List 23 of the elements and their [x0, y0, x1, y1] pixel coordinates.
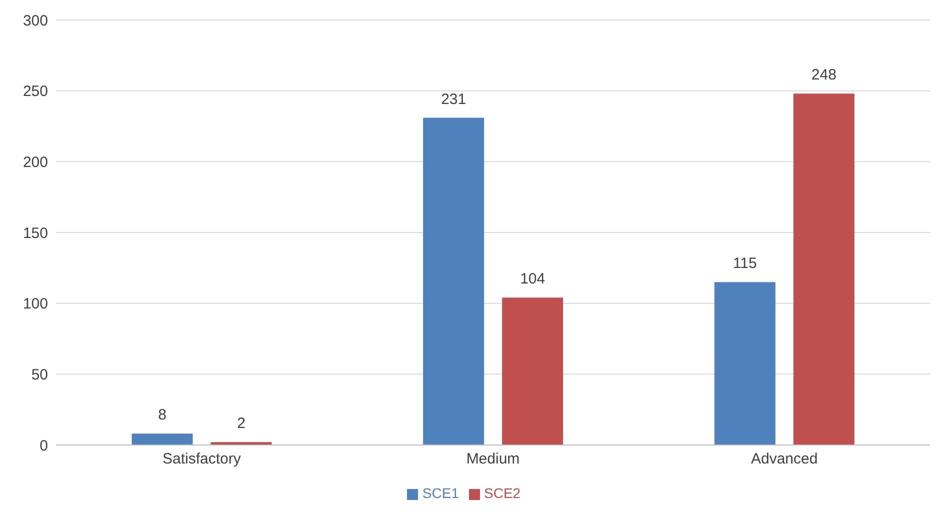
y-tick-label: 0: [40, 437, 48, 454]
x-tick-label: Advanced: [750, 450, 818, 468]
y-tick-label: 150: [22, 224, 48, 242]
y-tick-label: 200: [22, 154, 48, 171]
data-label: 115: [732, 255, 757, 272]
x-tick-label: Medium: [466, 450, 520, 468]
y-tick-label: 250: [22, 83, 48, 100]
bar: [132, 434, 193, 445]
data-label: 8: [158, 406, 166, 424]
bar: [423, 118, 484, 445]
legend-label: SCE1: [422, 485, 459, 501]
data-label: 231: [441, 90, 466, 108]
data-label: 248: [811, 66, 836, 84]
bar: [793, 94, 854, 445]
y-tick-label: 50: [31, 366, 48, 384]
bar: [502, 298, 564, 445]
x-tick-label: Satisfactory: [162, 450, 242, 468]
legend-label: SCE2: [484, 485, 521, 501]
data-label: 104: [520, 270, 546, 288]
y-tick-label: 100: [22, 296, 48, 313]
bar: [714, 282, 776, 445]
data-label: 2: [237, 415, 246, 432]
y-tick-label: 300: [22, 12, 48, 30]
